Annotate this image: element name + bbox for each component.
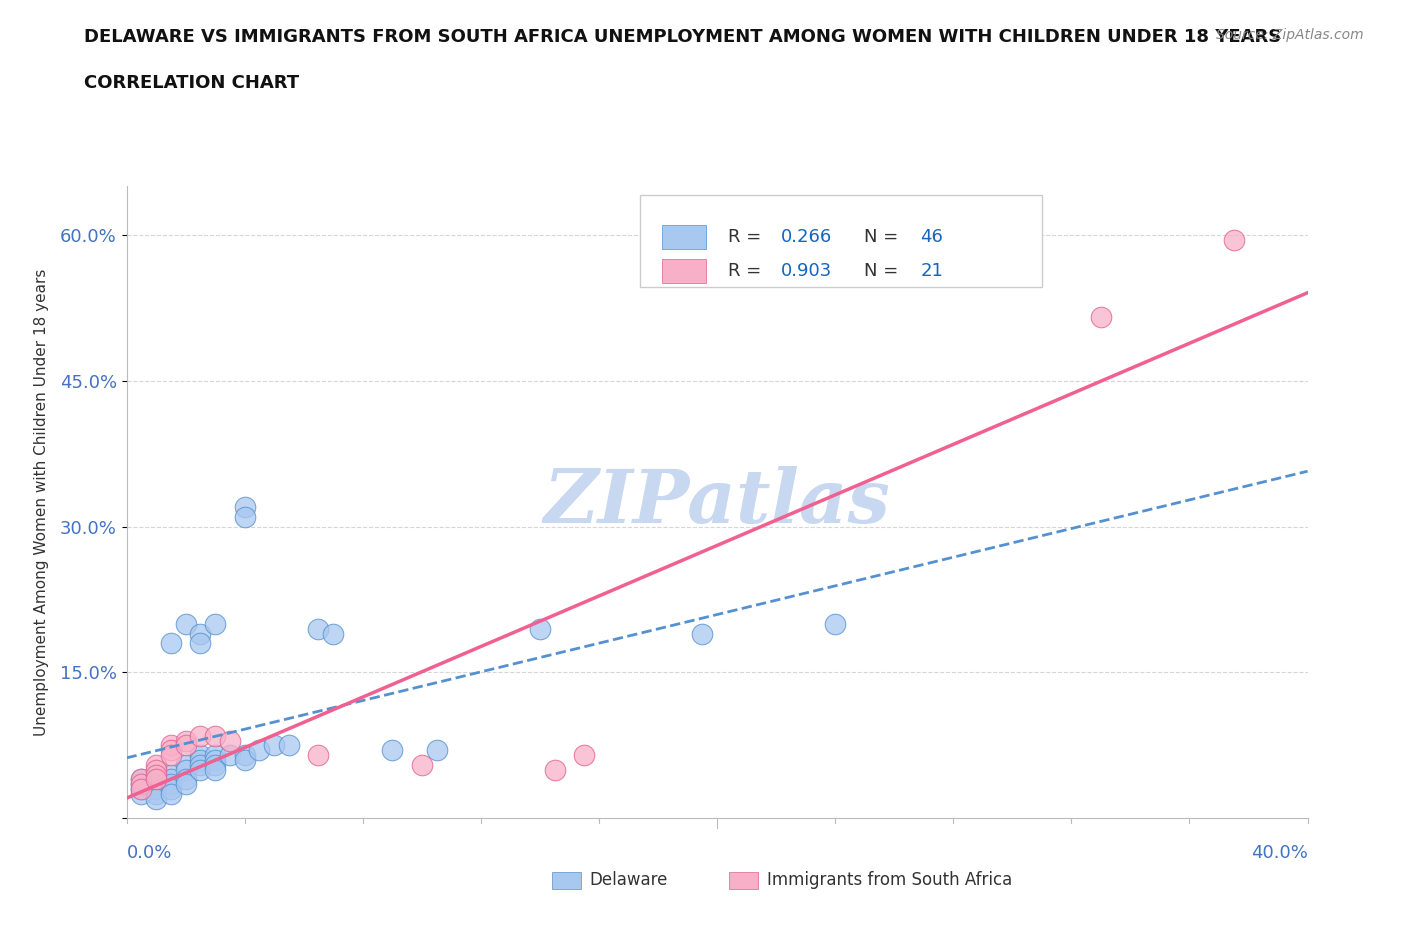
Point bbox=[824, 617, 846, 631]
Point bbox=[159, 738, 183, 753]
Point bbox=[233, 510, 256, 525]
Text: Delaware: Delaware bbox=[589, 871, 668, 889]
Point bbox=[263, 738, 285, 753]
Text: R =: R = bbox=[728, 262, 766, 280]
Point bbox=[129, 777, 153, 791]
Point bbox=[174, 757, 197, 772]
Point bbox=[690, 626, 713, 641]
FancyBboxPatch shape bbox=[662, 224, 706, 248]
Point bbox=[204, 757, 226, 772]
Point bbox=[174, 763, 197, 777]
Point bbox=[145, 757, 167, 772]
Text: 40.0%: 40.0% bbox=[1251, 844, 1308, 862]
Point bbox=[159, 782, 183, 797]
FancyBboxPatch shape bbox=[662, 259, 706, 284]
Text: N =: N = bbox=[863, 262, 904, 280]
Point bbox=[574, 748, 596, 763]
Point bbox=[204, 763, 226, 777]
Point bbox=[159, 767, 183, 782]
Point bbox=[174, 733, 197, 748]
Point bbox=[174, 777, 197, 791]
Point bbox=[145, 782, 167, 797]
Point bbox=[159, 772, 183, 787]
Point bbox=[159, 636, 183, 651]
Point bbox=[129, 772, 153, 787]
Text: Source: ZipAtlas.com: Source: ZipAtlas.com bbox=[1216, 28, 1364, 42]
Point bbox=[145, 763, 167, 777]
Point bbox=[129, 772, 153, 787]
Point bbox=[159, 743, 183, 758]
Point bbox=[188, 763, 211, 777]
Point bbox=[204, 728, 226, 743]
Point bbox=[145, 767, 167, 782]
Point bbox=[145, 772, 167, 787]
Text: Immigrants from South Africa: Immigrants from South Africa bbox=[766, 871, 1012, 889]
Text: N =: N = bbox=[863, 228, 904, 246]
Point bbox=[145, 777, 167, 791]
Y-axis label: Unemployment Among Women with Children Under 18 years: Unemployment Among Women with Children U… bbox=[34, 269, 49, 736]
Point bbox=[233, 752, 256, 767]
Point bbox=[425, 743, 447, 758]
Point bbox=[145, 787, 167, 802]
Text: 0.0%: 0.0% bbox=[127, 844, 172, 862]
Text: 21: 21 bbox=[920, 262, 943, 280]
Point bbox=[307, 748, 329, 763]
FancyBboxPatch shape bbox=[640, 195, 1042, 287]
Text: DELAWARE VS IMMIGRANTS FROM SOUTH AFRICA UNEMPLOYMENT AMONG WOMEN WITH CHILDREN : DELAWARE VS IMMIGRANTS FROM SOUTH AFRICA… bbox=[84, 28, 1282, 46]
Point bbox=[159, 787, 183, 802]
Point bbox=[159, 748, 183, 763]
Point bbox=[529, 621, 551, 636]
Point bbox=[247, 743, 270, 758]
Point bbox=[188, 757, 211, 772]
Point bbox=[174, 738, 197, 753]
Point bbox=[543, 763, 565, 777]
Point bbox=[188, 728, 211, 743]
Point bbox=[204, 752, 226, 767]
Point bbox=[381, 743, 404, 758]
Point bbox=[129, 777, 153, 791]
Point bbox=[145, 772, 167, 787]
Point bbox=[233, 499, 256, 514]
Point bbox=[233, 748, 256, 763]
Point bbox=[307, 621, 329, 636]
Point bbox=[159, 777, 183, 791]
Point bbox=[188, 626, 211, 641]
FancyBboxPatch shape bbox=[551, 871, 581, 889]
Point bbox=[1090, 310, 1112, 325]
Point bbox=[129, 787, 153, 802]
Point bbox=[1222, 232, 1246, 247]
Point bbox=[188, 636, 211, 651]
Point bbox=[174, 617, 197, 631]
Point bbox=[204, 617, 226, 631]
Text: 46: 46 bbox=[920, 228, 943, 246]
Text: R =: R = bbox=[728, 228, 766, 246]
Point bbox=[411, 757, 433, 772]
Text: 0.903: 0.903 bbox=[780, 262, 832, 280]
Text: ZIPatlas: ZIPatlas bbox=[544, 466, 890, 538]
Point bbox=[174, 772, 197, 787]
Point bbox=[188, 748, 211, 763]
Point bbox=[145, 791, 167, 806]
Point bbox=[322, 626, 344, 641]
Point bbox=[129, 782, 153, 797]
Point bbox=[129, 782, 153, 797]
Point bbox=[219, 748, 242, 763]
Point bbox=[219, 733, 242, 748]
Point bbox=[204, 748, 226, 763]
Point bbox=[188, 752, 211, 767]
Point bbox=[278, 738, 301, 753]
Text: CORRELATION CHART: CORRELATION CHART bbox=[84, 74, 299, 92]
FancyBboxPatch shape bbox=[728, 871, 758, 889]
Text: 0.266: 0.266 bbox=[780, 228, 832, 246]
